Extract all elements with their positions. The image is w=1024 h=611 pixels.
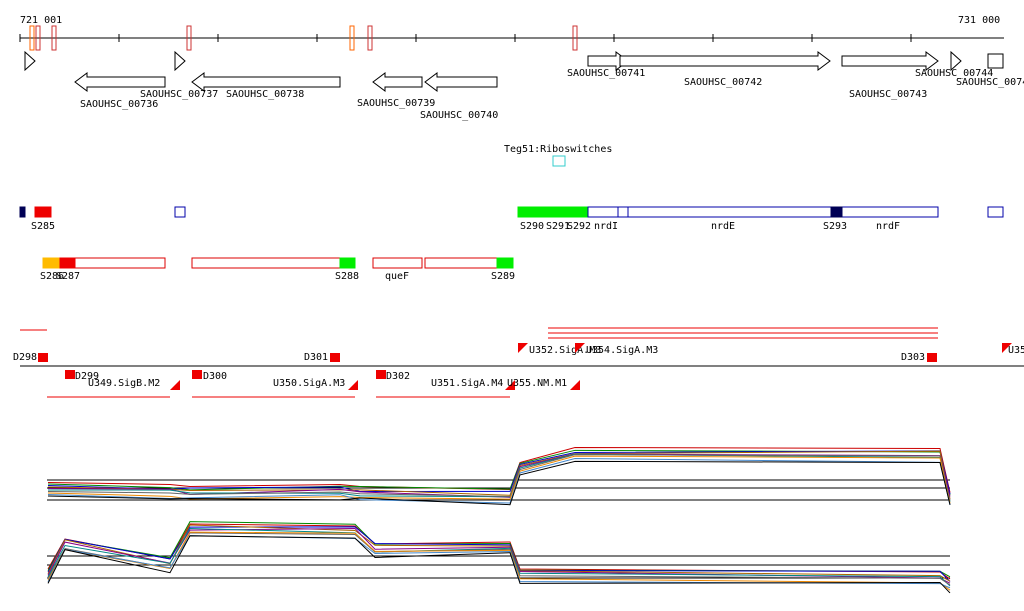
- feature: [372, 257, 423, 269]
- gene-label: SAOUHSC_00739: [357, 98, 435, 109]
- expression-panels: [47, 479, 950, 579]
- expression-trace: [47, 454, 951, 501]
- promoter-label: U35: [1008, 345, 1024, 356]
- feature: [339, 257, 356, 269]
- gene-label: SAOUHSC_00736: [80, 99, 158, 110]
- feature-label: S285: [31, 221, 55, 232]
- expression-trace: [47, 526, 951, 582]
- riboswitch-label: Teg51:Riboswitches: [504, 144, 612, 155]
- expression-trace: [47, 535, 951, 594]
- gene: [174, 50, 186, 72]
- promoter-label: U355.NM.M1: [507, 378, 567, 389]
- promoter: [575, 343, 585, 353]
- feature: [19, 206, 26, 218]
- promoter: [927, 353, 937, 362]
- riboswitch: [552, 155, 566, 167]
- feature: [987, 206, 1004, 218]
- gene: [987, 53, 1004, 69]
- feature: [34, 206, 52, 218]
- feature: [587, 206, 939, 218]
- feature-label: S293: [823, 221, 847, 232]
- gene-label: SAOUHSC_0074: [956, 77, 1024, 88]
- gene-label: SAOUHSC_00744: [915, 68, 993, 79]
- promoter: [38, 353, 48, 362]
- feature-label: queF: [385, 271, 409, 282]
- feature-label: S286: [40, 271, 64, 282]
- feature-label: nrdE: [711, 221, 735, 232]
- promoter-label: D298: [13, 352, 37, 363]
- promoter-label: D302: [386, 371, 410, 382]
- promoter-label: D303: [901, 352, 925, 363]
- promoter: [1002, 343, 1012, 353]
- gene-label: SAOUHSC_00740: [420, 110, 498, 121]
- gene: [191, 72, 341, 92]
- ruler-marker: [35, 25, 41, 51]
- expression-trace: [47, 460, 951, 506]
- promoter: [518, 343, 528, 353]
- promoter-label: D300: [203, 371, 227, 382]
- ruler-marker: [572, 25, 578, 51]
- ruler-marker: [367, 25, 373, 51]
- ruler-marker: [186, 25, 192, 51]
- feature-label: S290: [520, 221, 544, 232]
- gene-label: SAOUHSC_00738: [226, 89, 304, 100]
- promoter-label: D301: [304, 352, 328, 363]
- feature: [59, 257, 76, 269]
- gene-label: SAOUHSC_00743: [849, 89, 927, 100]
- promoter-label: U349.SigB.M2: [88, 378, 160, 389]
- expression-trace: [47, 453, 951, 502]
- promoter: [330, 353, 340, 362]
- promoter: [65, 370, 75, 379]
- promoter-label: U352.SigA.M3: [529, 345, 601, 356]
- promoter-label: U354.SigA.M3: [586, 345, 658, 356]
- promoter-label: D299: [75, 371, 99, 382]
- promoter: [505, 380, 515, 390]
- expression-trace: [47, 524, 951, 582]
- ruler-marker: [51, 25, 57, 51]
- feature: [42, 257, 61, 269]
- gene-label: SAOUHSC_00741: [567, 68, 645, 79]
- feature-label: S292: [567, 221, 591, 232]
- feature-label: nrdF: [876, 221, 900, 232]
- feature-label: S289: [491, 271, 515, 282]
- feature: [617, 206, 629, 218]
- expression-trace: [47, 450, 951, 495]
- gene: [424, 72, 498, 92]
- gene: [74, 72, 166, 92]
- gene: [24, 50, 36, 72]
- promoter: [376, 370, 386, 379]
- promoter: [170, 380, 180, 390]
- gene: [841, 51, 939, 71]
- feature-label: S287: [56, 271, 80, 282]
- feature-label: S288: [335, 271, 359, 282]
- ranges: [20, 327, 938, 398]
- promoter: [192, 370, 202, 379]
- gene: [619, 51, 831, 71]
- promoter: [348, 380, 358, 390]
- gene-label: SAOUHSC_00742: [684, 77, 762, 88]
- expression-trace: [47, 450, 951, 500]
- feature: [174, 206, 186, 218]
- ruler-marker: [29, 25, 35, 51]
- promoter: [570, 380, 580, 390]
- ruler-marker: [349, 25, 355, 51]
- gene: [372, 72, 423, 92]
- promoter-label: U350.SigA.M3: [273, 378, 345, 389]
- promoter-label: U351.SigA.M4: [431, 378, 503, 389]
- gene: [950, 50, 962, 72]
- feature: [830, 206, 843, 218]
- gene-label: SAOUHSC_00737: [140, 89, 218, 100]
- ruler-end: 731 000: [958, 15, 1000, 26]
- expression-trace: [47, 455, 951, 504]
- feature: [496, 257, 514, 269]
- feature: [517, 206, 589, 218]
- feature-label: nrdI: [594, 221, 618, 232]
- ruler-start: 721 001: [20, 15, 62, 26]
- feature-label: S291: [546, 221, 570, 232]
